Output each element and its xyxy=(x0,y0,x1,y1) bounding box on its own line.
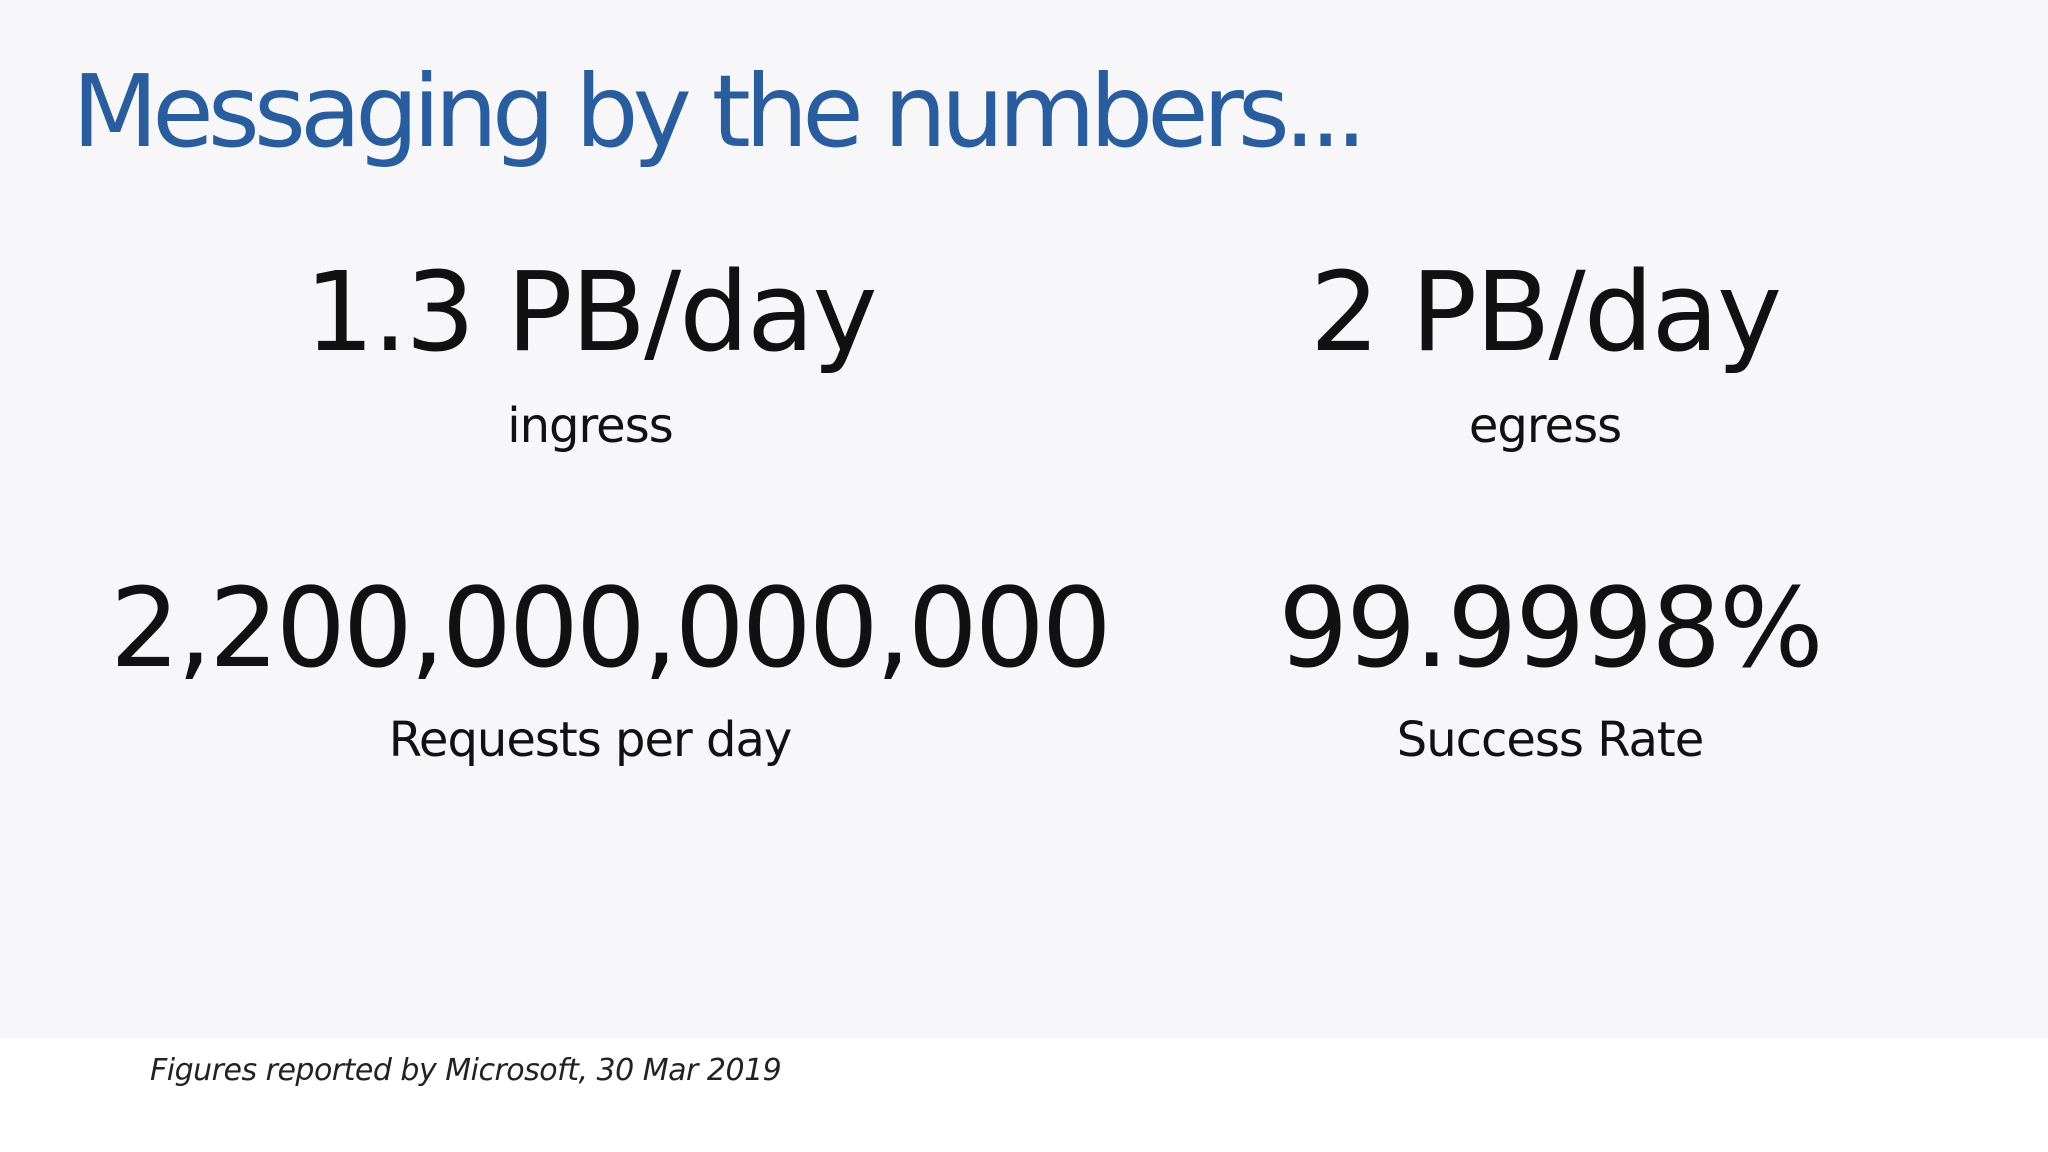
stat-label: Success Rate xyxy=(1396,712,1705,768)
stat-label: egress xyxy=(1468,398,1622,454)
footer-note: Figures reported by Microsoft, 30 Mar 20… xyxy=(150,1053,782,1088)
slide-title: Messaging by the numbers... xyxy=(72,53,1367,170)
stat-value: 1.3 PB/day xyxy=(304,248,877,376)
stat-label: Requests per day xyxy=(388,712,793,768)
stat-label: ingress xyxy=(507,398,673,454)
stat-value: 2 PB/day xyxy=(1309,248,1782,376)
stat-value: 99.9998% xyxy=(1278,564,1823,692)
stat-value: 2,200,000,000,000 xyxy=(110,564,1112,692)
stat-requests: 2,200,000,000,000 Requests per day xyxy=(110,562,1112,770)
stat-ingress: 1.3 PB/day ingress xyxy=(300,246,880,456)
stat-egress: 2 PB/day egress xyxy=(1245,246,1845,456)
stat-success-rate: 99.9998% Success Rate xyxy=(1245,562,1855,770)
slide-canvas: Messaging by the numbers... 1.3 PB/day i… xyxy=(72,53,1855,770)
